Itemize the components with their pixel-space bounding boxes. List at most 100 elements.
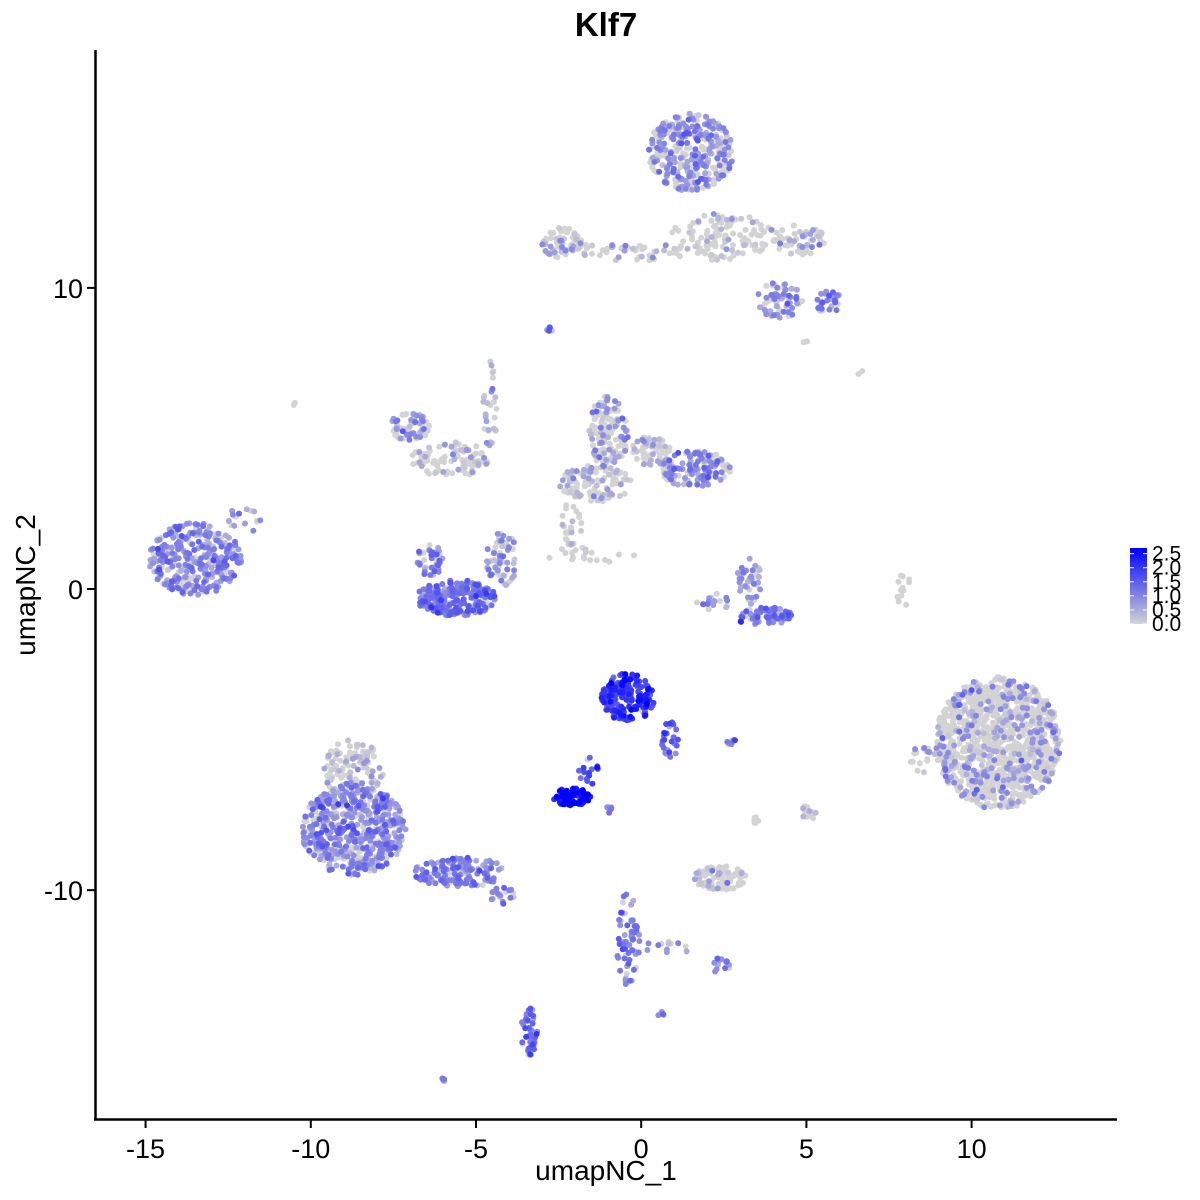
cell-point bbox=[488, 896, 495, 903]
cell-point bbox=[597, 424, 604, 431]
cell-point bbox=[495, 866, 502, 873]
cell-point bbox=[808, 244, 815, 250]
cell-point bbox=[634, 438, 641, 445]
cell-point bbox=[627, 977, 634, 984]
cell-point bbox=[796, 228, 803, 235]
cell-point bbox=[724, 738, 731, 745]
cell-point bbox=[340, 772, 347, 779]
cell-point bbox=[656, 442, 663, 449]
cell-point bbox=[730, 885, 737, 892]
cell-point bbox=[325, 800, 332, 807]
cell-point bbox=[1052, 735, 1059, 742]
cell-point bbox=[989, 770, 995, 777]
cell-point bbox=[1008, 714, 1015, 720]
cell-point bbox=[991, 729, 998, 736]
cell-point bbox=[330, 803, 337, 810]
cell-point bbox=[706, 878, 713, 885]
cell-point bbox=[195, 591, 202, 598]
cell-point bbox=[755, 573, 762, 580]
cell-point bbox=[1027, 751, 1034, 758]
cell-point bbox=[740, 569, 747, 576]
cell-point bbox=[1003, 729, 1010, 736]
cell-point bbox=[820, 240, 827, 247]
cell-point bbox=[533, 1031, 540, 1037]
cell-point bbox=[422, 876, 428, 883]
cell-point bbox=[400, 818, 406, 825]
cell-point bbox=[178, 533, 185, 539]
cell-point bbox=[354, 766, 361, 773]
cell-point bbox=[454, 875, 461, 882]
cell-point bbox=[375, 863, 382, 869]
cell-point bbox=[348, 814, 355, 821]
cell-point bbox=[768, 226, 775, 233]
cell-point bbox=[1001, 734, 1008, 741]
cell-point bbox=[496, 560, 503, 567]
cell-point bbox=[621, 955, 628, 962]
cell-point bbox=[210, 557, 217, 564]
cell-point bbox=[605, 434, 611, 441]
cell-point bbox=[968, 687, 975, 694]
cell-point bbox=[470, 607, 477, 614]
cell-point bbox=[184, 520, 190, 527]
cell-point bbox=[360, 793, 367, 800]
cell-point bbox=[523, 1033, 530, 1040]
cell-point bbox=[488, 602, 495, 609]
cell-point bbox=[500, 572, 507, 579]
cell-point bbox=[1000, 693, 1007, 700]
cell-point bbox=[695, 218, 702, 225]
cell-point bbox=[202, 532, 209, 538]
cell-point bbox=[898, 587, 904, 594]
cell-point bbox=[582, 549, 589, 555]
cell-point bbox=[740, 879, 747, 886]
cell-point bbox=[347, 769, 354, 776]
cell-point bbox=[804, 338, 811, 345]
cell-point bbox=[784, 300, 791, 307]
cell-point bbox=[970, 679, 977, 685]
cell-point bbox=[640, 461, 647, 468]
cell-point bbox=[499, 543, 505, 550]
cell-point bbox=[346, 837, 353, 844]
cell-point bbox=[570, 503, 577, 510]
cell-point bbox=[1015, 751, 1022, 758]
cell-point bbox=[539, 241, 546, 248]
cell-point bbox=[464, 585, 471, 592]
x-tick-label: -5 bbox=[464, 1134, 488, 1164]
cell-point bbox=[308, 832, 315, 839]
cell-point bbox=[742, 583, 749, 589]
cell-point bbox=[169, 550, 176, 557]
cell-point bbox=[1003, 764, 1010, 771]
cell-point bbox=[714, 256, 720, 263]
cell-point bbox=[608, 680, 615, 687]
cell-point bbox=[756, 567, 763, 573]
cell-point bbox=[559, 546, 565, 552]
cell-point bbox=[672, 224, 679, 231]
cell-point bbox=[745, 238, 752, 245]
cell-point bbox=[546, 327, 552, 334]
cell-point bbox=[328, 775, 335, 782]
cell-point bbox=[522, 1025, 529, 1032]
cell-point bbox=[431, 568, 438, 575]
cell-point bbox=[504, 566, 511, 573]
cell-point bbox=[379, 795, 386, 802]
cell-point bbox=[966, 698, 972, 705]
cell-point bbox=[423, 869, 430, 876]
cell-point bbox=[738, 870, 745, 877]
cell-point bbox=[575, 245, 582, 252]
cell-point bbox=[1005, 776, 1012, 783]
cell-point bbox=[730, 242, 737, 248]
cell-point bbox=[990, 694, 997, 701]
cell-point bbox=[616, 689, 623, 696]
cell-point bbox=[961, 791, 968, 798]
cell-point bbox=[463, 880, 470, 887]
cell-point bbox=[221, 558, 228, 565]
cell-point bbox=[568, 540, 575, 547]
cell-point bbox=[681, 131, 687, 138]
cell-point bbox=[559, 512, 566, 519]
cell-point bbox=[494, 567, 501, 574]
cell-point bbox=[565, 801, 572, 808]
cell-point bbox=[436, 557, 443, 564]
cell-point bbox=[231, 522, 238, 529]
cell-point bbox=[229, 511, 236, 518]
cell-point bbox=[702, 170, 709, 177]
cell-point bbox=[991, 757, 998, 764]
